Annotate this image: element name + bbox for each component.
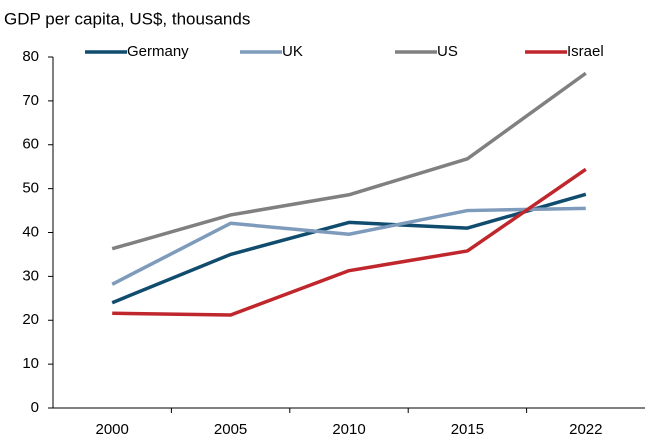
y-tick-label: 30 xyxy=(22,267,39,284)
y-tick-label: 20 xyxy=(22,311,39,328)
y-tick-label: 0 xyxy=(31,399,39,416)
x-tick-label: 2022 xyxy=(569,421,602,435)
x-tick-label: 2000 xyxy=(96,421,129,435)
y-tick-label: 80 xyxy=(22,48,39,65)
line-series xyxy=(112,167,587,317)
y-tick-label: 70 xyxy=(22,92,39,109)
y-tick-label: 40 xyxy=(22,223,39,240)
legend-label: UK xyxy=(282,43,303,60)
line-series xyxy=(111,192,587,305)
x-tick-label: 2015 xyxy=(451,421,484,435)
chart-subtitle: GDP per capita, US$, thousands xyxy=(4,9,250,28)
legend-label: Israel xyxy=(567,43,604,60)
legend-label: US xyxy=(437,43,458,60)
x-tick-label: 2005 xyxy=(214,421,247,435)
line-series xyxy=(111,71,587,251)
legend-label: Germany xyxy=(127,43,189,60)
y-tick-label: 10 xyxy=(22,355,39,372)
y-tick-label: 50 xyxy=(22,180,39,197)
x-tick-label: 2010 xyxy=(332,421,365,435)
y-tick-label: 60 xyxy=(22,136,39,153)
line-series xyxy=(111,206,586,286)
